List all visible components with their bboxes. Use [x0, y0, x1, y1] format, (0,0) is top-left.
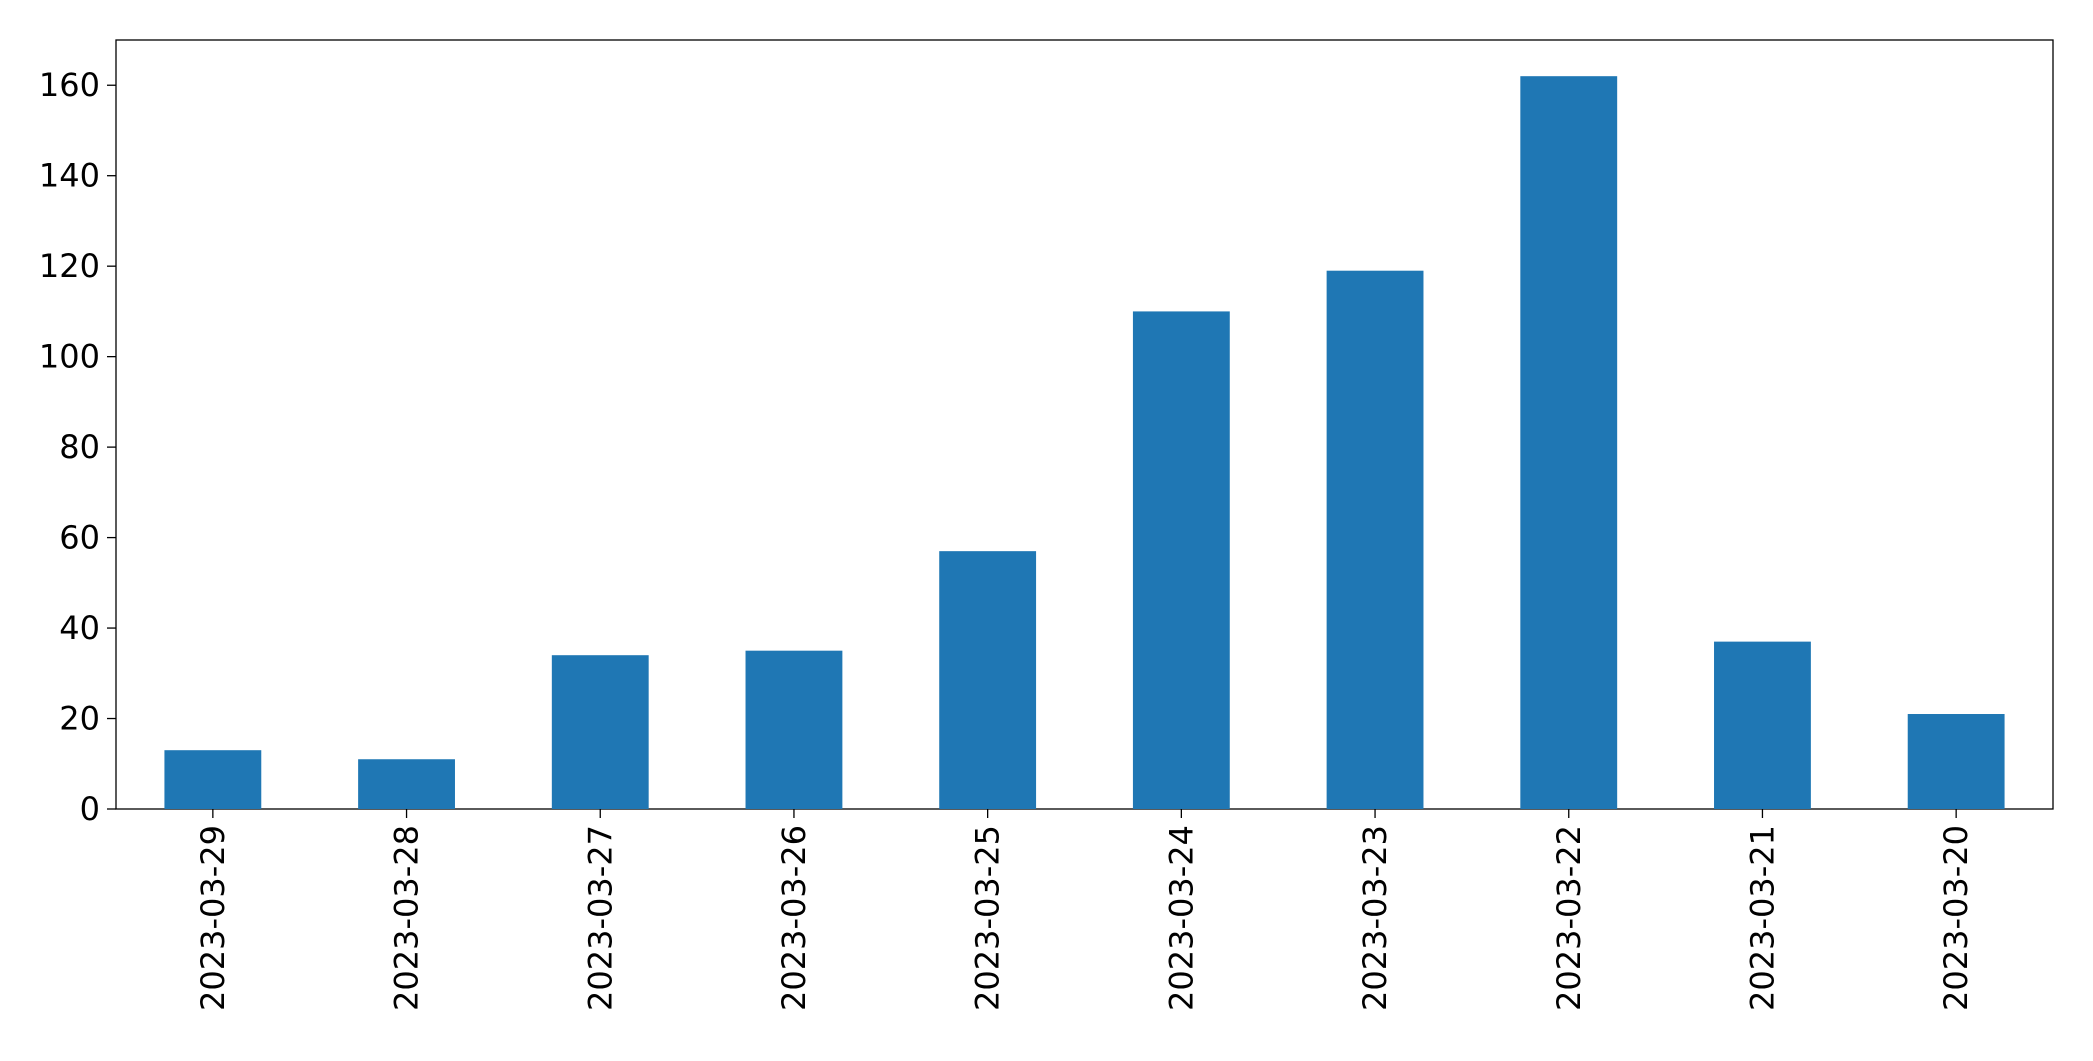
bar — [1907, 714, 2005, 809]
bar — [1326, 270, 1424, 809]
bar — [939, 551, 1037, 809]
x-tick-label: 2023-03-27 — [581, 825, 619, 1011]
x-tick-label: 2023-03-25 — [969, 825, 1007, 1011]
bar — [1714, 641, 1811, 809]
x-tick-label: 2023-03-20 — [1937, 825, 1975, 1011]
y-tick-label: 80 — [59, 428, 100, 466]
y-tick-label: 20 — [59, 700, 100, 738]
x-tick-label: 2023-03-28 — [388, 825, 426, 1011]
x-tick-label: 2023-03-29 — [194, 825, 232, 1011]
bar — [551, 655, 649, 809]
bar — [745, 650, 843, 809]
x-tick-label: 2023-03-26 — [775, 825, 813, 1011]
y-tick-label: 100 — [39, 338, 100, 376]
x-tick-label: 2023-03-24 — [1162, 825, 1200, 1011]
bar — [358, 759, 455, 809]
y-tick-label: 0 — [80, 790, 100, 828]
x-tick-label: 2023-03-23 — [1356, 825, 1394, 1011]
x-tick-label: 2023-03-22 — [1550, 825, 1588, 1011]
y-tick-label: 40 — [59, 609, 100, 647]
y-tick-label: 60 — [59, 519, 100, 557]
y-tick-label: 160 — [39, 66, 100, 104]
bar — [1520, 76, 1618, 809]
bar — [1132, 311, 1230, 809]
y-tick-label: 120 — [39, 247, 100, 285]
x-tick-label: 2023-03-21 — [1743, 825, 1781, 1011]
y-tick-label: 140 — [39, 157, 100, 195]
bar — [164, 750, 262, 809]
plot-frame — [115, 39, 2054, 810]
